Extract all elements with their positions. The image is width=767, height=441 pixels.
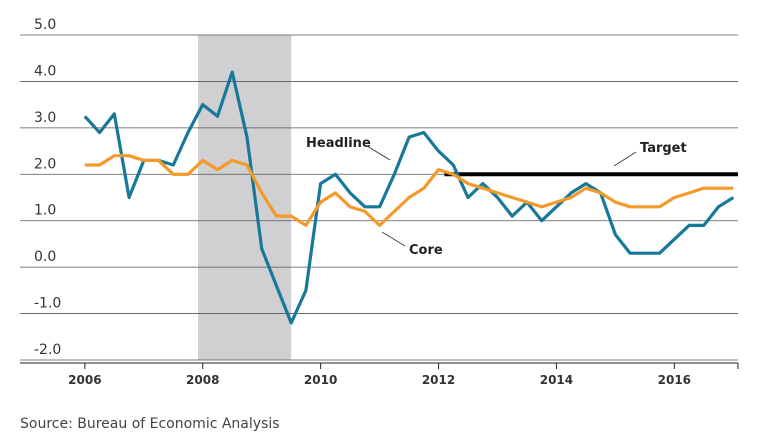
y-tick-label: -1.0 [34,296,61,312]
x-tick-label: 2008 [186,373,219,387]
recession-shade [198,35,292,360]
core-annotation: Core [409,243,443,258]
x-tick-label: 2016 [658,373,691,387]
x-tick-label: 2014 [540,373,573,387]
y-tick-label: 2.0 [34,156,56,172]
leader-line [381,231,406,247]
series-line [84,154,734,227]
y-tick-label: 5.0 [34,17,56,33]
y-tick-label: 4.0 [34,63,56,79]
line-layer [83,70,738,325]
grid-layer: -2.0 -1.0 0.0 1.0 2.0 3.0 4.0 5.0 2006 2008 2010 20… [20,17,739,387]
x-tick-label: 2012 [422,373,455,387]
y-tick-label: 3.0 [34,110,56,126]
leader-line [366,145,391,161]
source-note: Source: Bureau of Economic Analysis [20,416,280,432]
shading-layer [198,35,292,360]
y-tick-label: -2.0 [34,342,61,358]
target-annotation: Target [640,141,687,156]
leader-line [613,151,637,167]
series-line [83,70,735,325]
y-tick-label: 0.0 [34,249,56,265]
x-tick-label: 2010 [304,373,337,387]
y-tick-label: 1.0 [34,203,56,219]
x-tick-label: 2006 [68,373,101,387]
headline-annotation: Headline [306,136,371,151]
